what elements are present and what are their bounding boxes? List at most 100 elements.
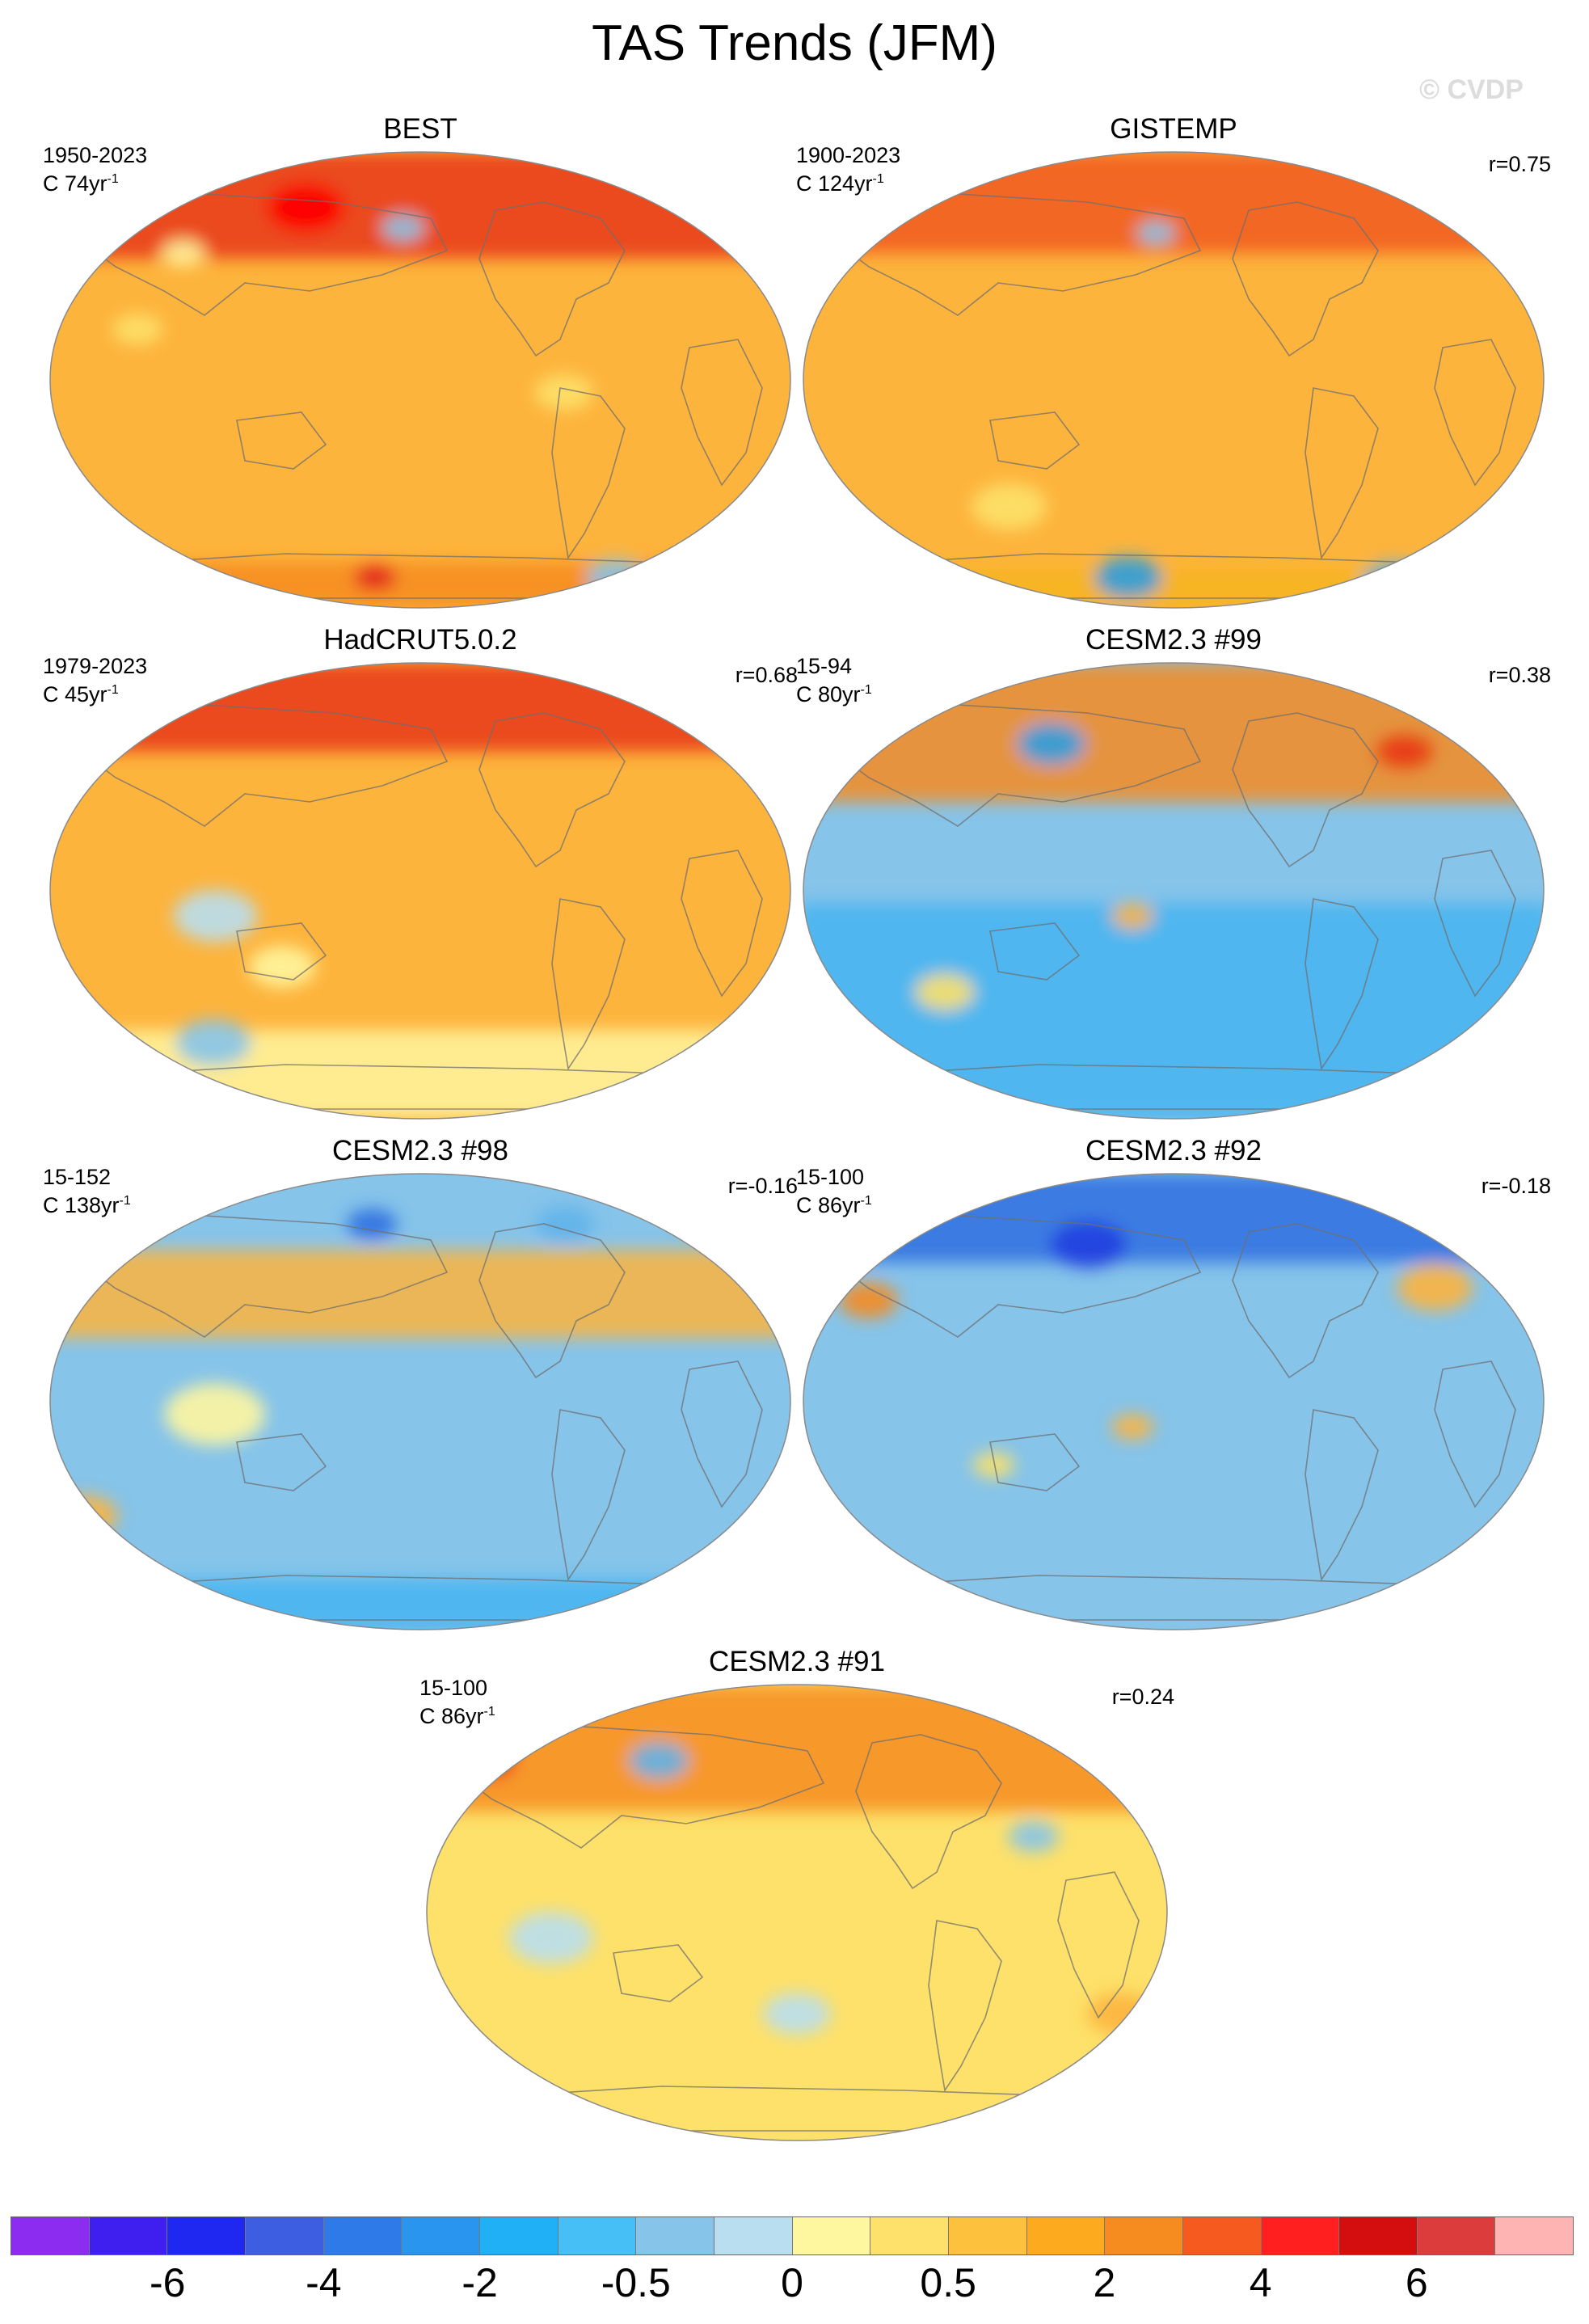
panel-years: 15-100 [419,1676,488,1700]
panel-units-text: C 124yr [796,171,873,196]
anomaly-patch [1008,1820,1059,1853]
colorbar-tick-label: -4 [306,2260,342,2305]
panel-units-exponent: -1 [483,1705,495,1719]
panel-units-exponent: -1 [860,1194,872,1208]
anomaly-band [803,903,1544,1119]
anomaly-patch [1136,221,1175,245]
anomaly-band [50,562,790,608]
anomaly-band [803,1174,1544,1263]
land-outline [478,201,626,357]
land-outline [478,1223,626,1379]
anomaly-patch [1111,1414,1154,1440]
panel-correlation: r=0.75 [1488,152,1551,176]
panel-units-exponent: -1 [119,1194,131,1208]
colorbar-segment [1026,2217,1106,2254]
anomaly-patch [1111,903,1154,930]
map-panel: BEST 1950-2023 C 74yr-1 [43,113,798,614]
panel-years: 15-94 [796,654,853,678]
map-panel: CESM2.3 #98 15-152 C 138yr-1 r=-0.16 [43,1135,798,1636]
panel-units-text: C 138yr [43,1193,120,1217]
panel-correlation: r=0.24 [1111,1685,1174,1709]
panel-units: C 124yr-1 [796,167,884,196]
anomaly-patch [1018,723,1085,765]
anomaly-patch [175,1019,251,1066]
panel-units: C 80yr-1 [796,677,872,707]
land-outline [1232,1223,1379,1379]
panel-units: C 74yr-1 [43,167,119,196]
panel-title: CESM2.3 #91 [709,1646,885,1677]
panel-title: BEST [383,113,457,145]
panel-correlation: r=-0.16 [727,1174,798,1198]
anomaly-patch [972,1452,1015,1478]
anomaly-band [427,1685,1167,1812]
anomaly-patch [162,240,204,267]
map-canvas [49,1173,791,1630]
land-outline [855,1734,1002,1890]
colorbar-segment [714,2217,793,2254]
panel-units-exponent: -1 [860,683,872,697]
colorbar-segment [1495,2217,1574,2254]
colorbar-segment [323,2217,403,2254]
land-outline [1434,339,1516,487]
colorbar-labels: -6 -4 -2 -0.5 0 0.5 2 4 6 [11,2259,1573,2308]
anomaly-patch [381,215,424,241]
panel-units: C 86yr-1 [419,1699,495,1729]
land-outline [1057,1871,1140,2019]
colorbar [11,2216,1574,2255]
map-canvas [49,662,791,1120]
anomaly-patch [972,483,1047,530]
panel-title: GISTEMP [1110,113,1237,145]
land-outline [828,193,1202,316]
panel-units-exponent: -1 [872,172,884,186]
land-outline [478,712,626,868]
anomaly-patch [1375,733,1435,770]
map-canvas [803,151,1545,609]
colorbar-segment [1261,2217,1340,2254]
map-canvas [803,1173,1545,1630]
colorbar-segment [479,2217,558,2254]
anomaly-patch [1094,556,1162,598]
colorbar-tick-label: 0.5 [920,2260,976,2305]
map-canvas [803,662,1545,1120]
land-outline [828,1215,1202,1338]
anomaly-patch [347,1208,398,1240]
land-outline [681,339,763,487]
panel-correlation: r=0.38 [1488,663,1551,687]
colorbar-segment [11,2217,90,2254]
land-outline [74,1215,449,1338]
land-outline [451,1726,825,1849]
panel-years: 1979-2023 [43,654,148,678]
land-outline [1304,898,1379,1071]
colorbar-tick-label: 0 [781,2260,803,2305]
land-outline [989,922,1081,981]
panel-years: 1950-2023 [43,143,148,167]
colorbar-segment [1182,2217,1262,2254]
panel-units-exponent: -1 [107,172,119,186]
map-background-field [50,1174,790,1630]
map-outline [803,151,1545,609]
map-panel: HadCRUT5.0.2 1979-2023 C 45yr-1 r=0.68 [43,624,798,1125]
watermark: © CVDP [1419,74,1524,105]
map-outline [426,1684,1168,2141]
land-outline [681,850,763,998]
anomaly-patch [173,890,258,943]
panel-units-text: C 45yr [43,682,107,706]
anomaly-band [803,663,1544,803]
colorbar-tick-label: -0.5 [601,2260,671,2305]
map-outline [49,662,791,1120]
panel-title: CESM2.3 #99 [1085,624,1262,656]
colorbar-segment [1105,2217,1183,2254]
colorbar-tick-label: 4 [1249,2260,1272,2305]
land-outline [236,411,327,470]
colorbar-segment [245,2217,324,2254]
land-outline [928,1920,1002,2093]
panel-title: CESM2.3 #98 [332,1135,508,1166]
panel-title: CESM2.3 #92 [1085,1135,1262,1166]
anomaly-band [803,152,1544,254]
panel-units-text: C 74yr [43,171,107,196]
panel-title: HadCRUT5.0.2 [323,624,517,656]
land-outline [551,898,626,1071]
map-panel: CESM2.3 #92 15-100 C 86yr-1 r=-0.18 [796,1135,1551,1636]
map-outline [49,1173,791,1630]
colorbar-segment [89,2217,168,2254]
